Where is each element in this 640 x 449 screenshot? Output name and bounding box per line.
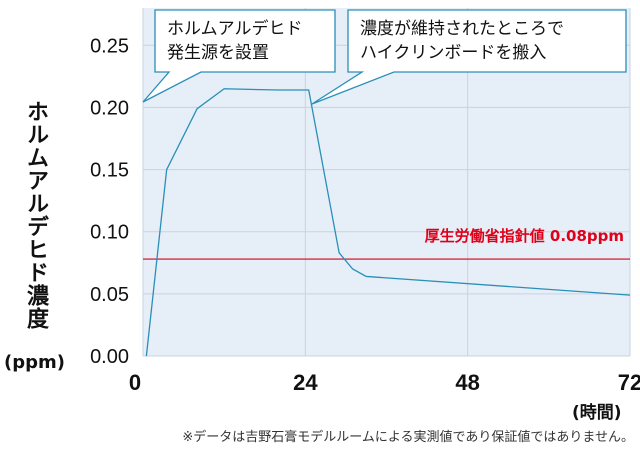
series-line	[145, 88, 631, 357]
callout-text-line: 濃度が維持されたところで	[360, 19, 564, 39]
callout-text-line: 発生源を設置	[167, 43, 269, 63]
x-tick-label: 48	[455, 370, 479, 395]
y-axis-title: ホルムアルデヒド濃度	[23, 100, 48, 330]
y-tick-label: 0.00	[90, 346, 129, 368]
callout-text-line: ホルムアルデヒド	[167, 18, 303, 39]
callout-text-line: ハイクリンボードを搬入	[360, 43, 546, 63]
y-axis-unit: (ppm)	[4, 352, 65, 373]
y-tick-label: 0.10	[90, 222, 129, 244]
callout-box	[142, 9, 336, 103]
footnote: ※データは吉野石膏モデルルームによる実測値であり保証値ではありません。	[182, 430, 634, 445]
reference-line-label: 厚生労働省指針値 0.08ppm	[425, 227, 624, 245]
x-tick-label: 24	[293, 370, 318, 395]
y-tick-label: 0.20	[90, 97, 129, 119]
y-tick-label: 0.05	[90, 284, 129, 306]
y-axis-label: ホルムアルデヒド濃度	[22, 100, 48, 330]
y-tick-label: 0.25	[90, 35, 129, 57]
x-axis-unit: (時間)	[572, 403, 622, 423]
callout-box	[311, 9, 627, 105]
x-tick-label: 0	[129, 370, 141, 395]
x-tick-label: 72	[618, 370, 640, 395]
y-tick-label: 0.15	[90, 160, 129, 182]
